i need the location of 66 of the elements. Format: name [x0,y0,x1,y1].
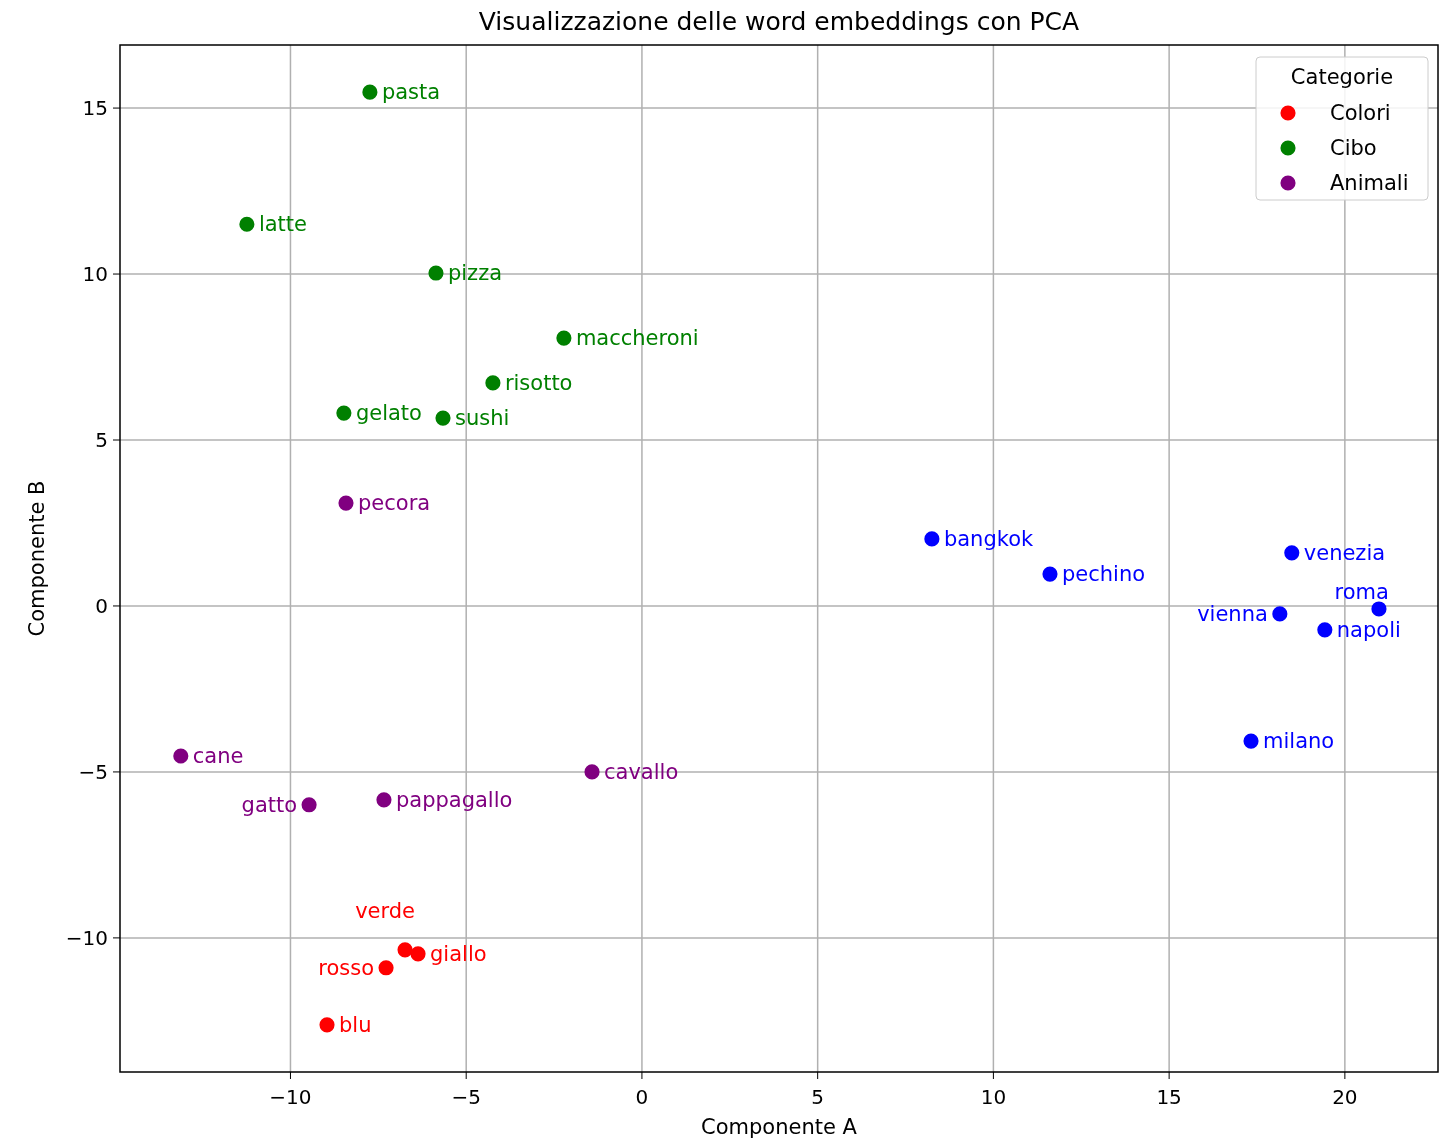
annotation: sushi [455,406,510,431]
point [239,216,255,232]
y-tick-label: 15 [82,96,108,121]
annotation: bangkok [943,526,1034,551]
annotation: venezia [1303,540,1386,565]
x-tick-label: −10 [269,1085,312,1109]
annotation: gatto [241,792,298,817]
annotation: cane [192,744,244,768]
point [1272,606,1288,622]
annotation: risotto [504,370,573,395]
point [173,748,189,764]
legend-label: Animali [1330,171,1409,195]
point [584,764,600,780]
x-tick-label: −5 [451,1085,481,1109]
point [336,405,352,421]
annotation: rosso [318,955,375,980]
legend-label: Colori [1330,101,1391,125]
annotation: latte [258,212,307,237]
x-tick-label: 0 [635,1085,649,1109]
chart-title: Visualizzazione delle word embeddings con PCA [478,7,1080,36]
annotation: pechino [1061,562,1146,587]
annotation: pappagallo [395,787,513,812]
point [319,1017,335,1033]
point [1243,733,1259,749]
annotation: gelato [355,401,422,426]
x-axis-title: Componente A [701,1115,858,1139]
point [410,946,426,962]
point [338,495,354,511]
point [1317,622,1333,638]
legend-label: Cibo [1330,136,1377,160]
point [556,330,572,346]
annotation: cavallo [604,759,679,784]
x-tick-label: 10 [980,1085,1007,1109]
annotation: vienna [1197,601,1268,626]
y-tick-label: −5 [78,759,108,784]
annotation: pizza [447,261,503,286]
point [1042,566,1058,582]
annotation: milano [1263,729,1335,754]
y-tick-label: 5 [95,428,108,452]
y-tick-label: 10 [82,262,108,287]
y-tick-label: −10 [65,925,108,950]
annotation: napoli [1336,617,1401,642]
y-axis-title: Componente B [25,480,49,637]
point [1284,545,1300,561]
point [397,942,413,958]
annotation: verde [355,898,416,923]
x-tick-label: 20 [1332,1085,1358,1109]
annotation: giallo [430,941,487,966]
y-tick-label: 0 [95,593,108,618]
point [378,960,394,976]
annotation: maccheroni [575,326,699,351]
point [1371,601,1387,617]
legend-title: Categorie [1290,65,1394,89]
annotation: pasta [381,80,441,105]
point [428,265,444,281]
x-tick-label: 15 [1156,1085,1182,1109]
annotation: pecora [357,491,431,516]
point [301,797,317,813]
point [924,531,940,547]
x-tick-label: 5 [811,1085,825,1109]
point [376,792,392,808]
point [485,375,501,391]
annotation: roma [1334,579,1389,604]
point [362,84,378,100]
point [435,410,451,426]
annotation: blu [339,1012,372,1037]
